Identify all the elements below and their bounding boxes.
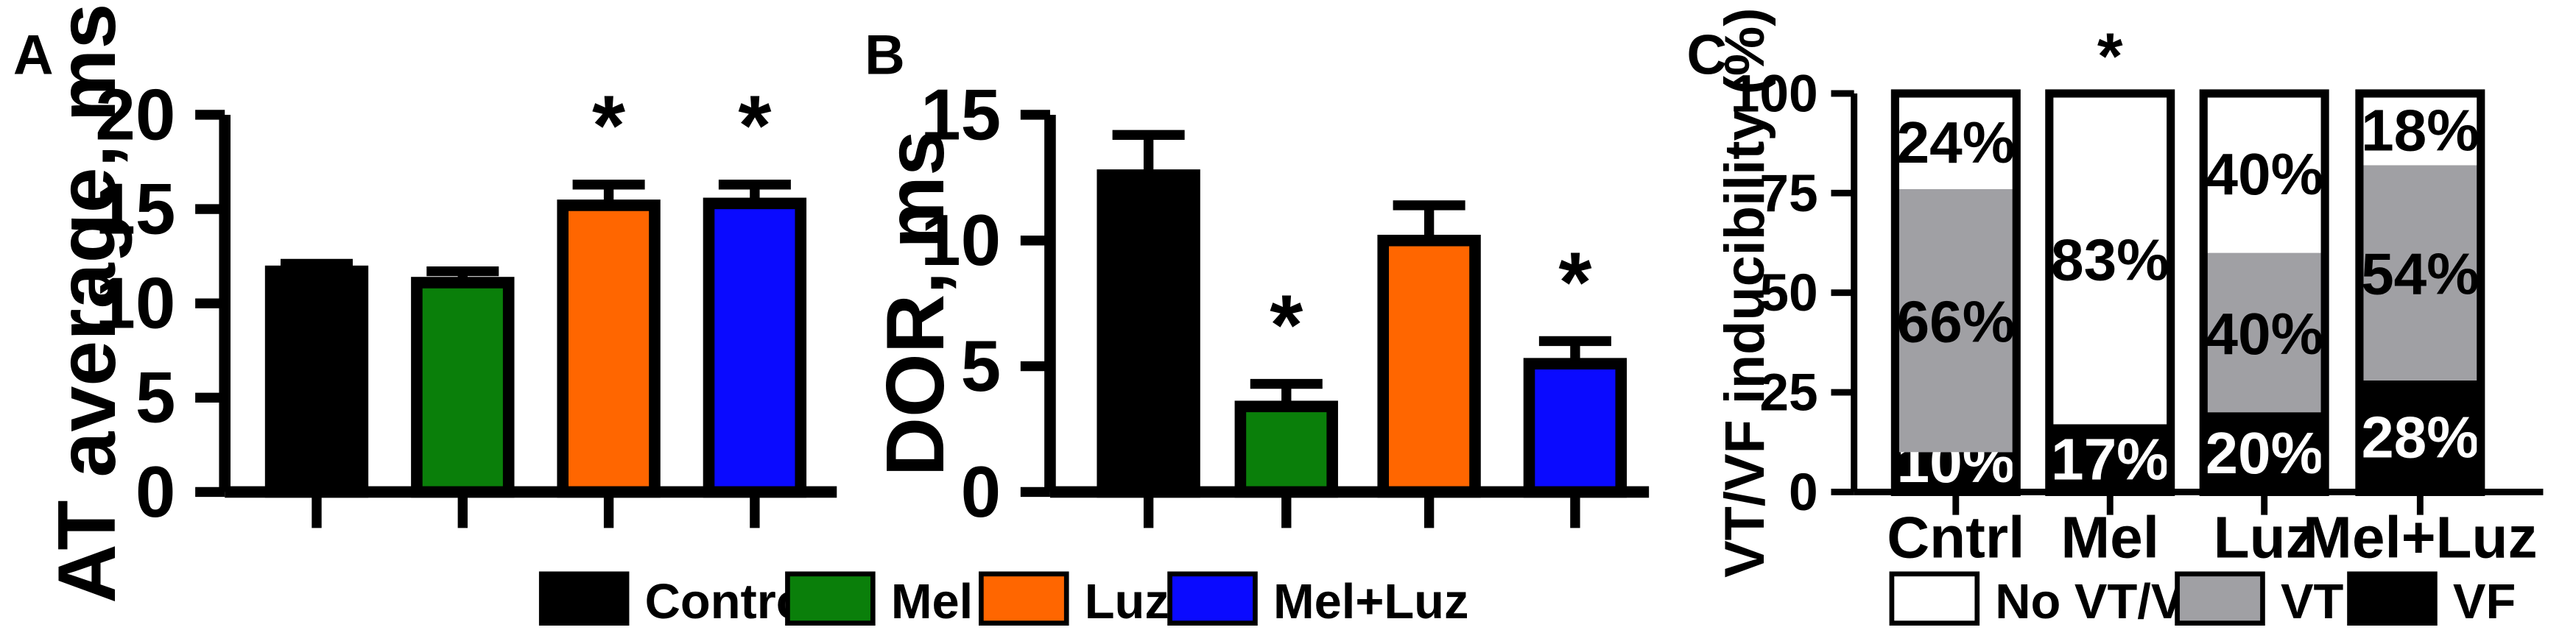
legend-swatch-no-vt-vf xyxy=(1889,571,1980,626)
significance-star-mel: * xyxy=(1270,277,1303,372)
legend-label-vf: VF xyxy=(2453,574,2516,629)
legend-label-mel-luz: Mel+Luz xyxy=(1273,574,1469,629)
significance-star-mel-luz: * xyxy=(1558,234,1591,330)
percent-label-no-vt-vf-luz: 40% xyxy=(2205,141,2323,207)
y-tick-label: 100 xyxy=(1731,65,1818,124)
bar-luz xyxy=(557,199,661,498)
y-axis-label: AT average, ms xyxy=(41,4,133,604)
bar-luz xyxy=(1377,234,1481,498)
y-tick-label: 15 xyxy=(95,168,175,249)
category-label-mel-luz: Mel+Luz xyxy=(2303,504,2538,570)
bar-mel xyxy=(1234,400,1338,498)
legend-swatch-vf xyxy=(2347,571,2438,626)
y-axis-label: DOR, ms xyxy=(869,130,961,476)
percent-label-no-vt-vf-cntrl: 24% xyxy=(1897,109,2016,175)
inducibility-legend: No VT/VF VT VF xyxy=(1889,571,2516,629)
significance-star-mel-luz: * xyxy=(738,78,771,174)
legend-swatch-luz xyxy=(979,571,1069,626)
segment-vf-cntrl xyxy=(1895,452,2017,492)
percent-label-vt-cntrl: 66% xyxy=(1897,289,2016,355)
bar-control xyxy=(1097,169,1200,498)
bar-mel xyxy=(411,277,515,498)
legend-swatch-control xyxy=(538,571,630,626)
y-tick-label: 20 xyxy=(95,74,175,155)
segment-vf-mel-luz xyxy=(2359,380,2481,492)
category-label-cntrl: Cntrl xyxy=(1887,504,2024,570)
category-label-mel: Mel xyxy=(2061,504,2159,570)
y-tick-label: 0 xyxy=(1789,463,1818,522)
y-tick-label: 5 xyxy=(136,357,176,438)
segment-no-vt-vf-luz xyxy=(2203,93,2326,253)
legend-label-mel: Mel xyxy=(891,574,973,629)
y-tick-label: 0 xyxy=(136,451,176,532)
segment-vt-cntrl xyxy=(1895,188,2017,453)
legend-swatch-mel xyxy=(785,571,876,626)
segment-vt-mel-luz xyxy=(2359,165,2481,381)
bar-control xyxy=(264,265,369,498)
segment-vf-mel xyxy=(2049,424,2171,492)
bar-mel-luz xyxy=(1523,358,1627,498)
panel-letter-a: A xyxy=(13,24,54,86)
segment-no-vt-vf-mel-luz xyxy=(2359,93,2481,166)
y-tick-label: 15 xyxy=(921,74,1001,155)
panel-letter-c: C xyxy=(1686,24,1727,86)
legend-swatch-mel-luz xyxy=(1167,571,1258,626)
significance-star-mel: * xyxy=(2097,19,2123,93)
segment-vf-luz xyxy=(2203,412,2326,492)
legend-label-luz: Luz xyxy=(1085,574,1169,629)
y-tick-label: 5 xyxy=(961,325,1002,406)
y-tick-label: 50 xyxy=(1759,263,1817,322)
percent-label-vf-mel: 17% xyxy=(2051,425,2169,492)
y-tick-label: 75 xyxy=(1759,164,1817,223)
y-tick-label: 0 xyxy=(961,451,1002,532)
group-legend: Control Mel Luz Mel+Luz xyxy=(538,571,1469,629)
segment-no-vt-vf-mel xyxy=(2049,93,2171,425)
segment-vt-luz xyxy=(2203,252,2326,413)
segment-no-vt-vf-cntrl xyxy=(1895,93,2017,189)
percent-label-vf-mel-luz: 28% xyxy=(2361,404,2479,470)
panel-letter-b: B xyxy=(865,24,905,86)
y-tick-label: 25 xyxy=(1759,364,1817,422)
category-label-luz: Luz xyxy=(2214,504,2315,570)
percent-label-vt-luz: 40% xyxy=(2205,300,2323,367)
significance-star-luz: * xyxy=(592,78,625,174)
y-tick-label: 10 xyxy=(921,199,1001,280)
legend-swatch-vt xyxy=(2175,571,2265,626)
y-axis-label: VT/VF inducibility (%) xyxy=(1714,8,1776,578)
percent-label-vf-luz: 20% xyxy=(2205,420,2323,486)
bar-mel-luz xyxy=(703,197,807,498)
y-tick-label: 10 xyxy=(95,263,175,344)
percent-label-no-vt-vf-mel-luz: 18% xyxy=(2361,97,2479,163)
percent-label-vt-mel-luz: 54% xyxy=(2361,241,2479,307)
legend-label-vt: VT xyxy=(2281,574,2344,629)
percent-label-no-vt-vf-mel: 83% xyxy=(2051,227,2169,293)
